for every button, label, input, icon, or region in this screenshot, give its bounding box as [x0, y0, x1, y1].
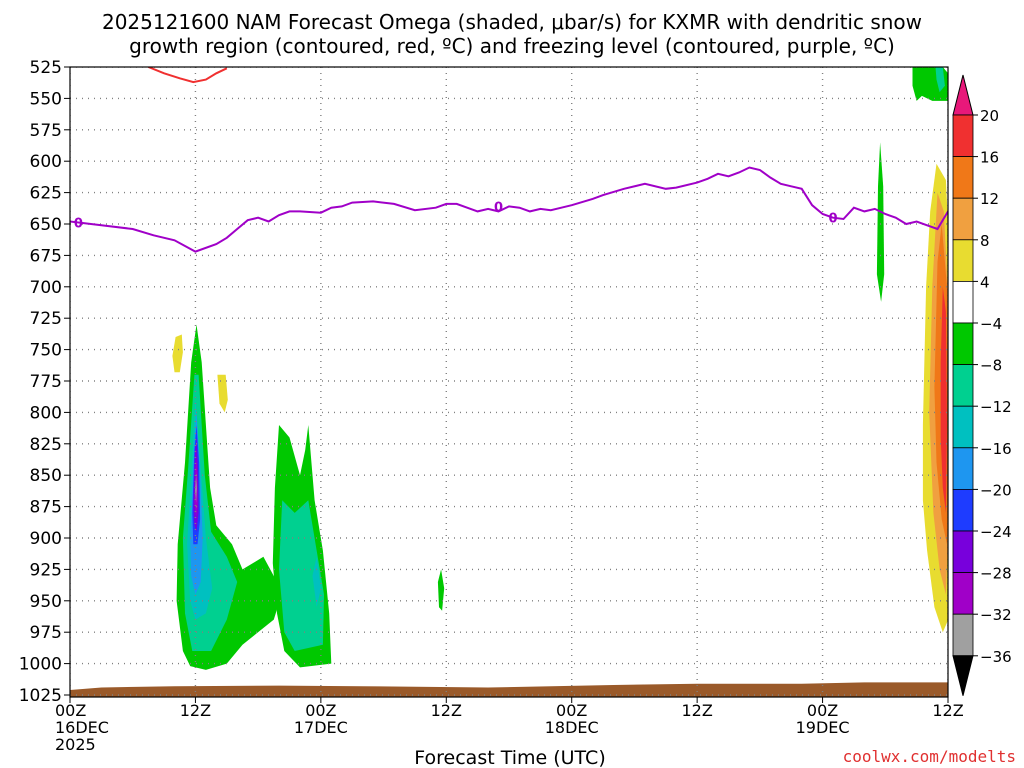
omega-region-green-sliver — [437, 569, 445, 611]
chart-title-line-1: 2025121600 NAM Forecast Omega (shaded, μ… — [101, 10, 923, 34]
colorbar-label: −24 — [980, 523, 1012, 541]
y-tick-label: 950 — [30, 592, 62, 612]
omega-region-gray-12z — [195, 475, 197, 503]
colorbar-label: 16 — [980, 149, 999, 167]
colorbar-bin — [952, 572, 974, 615]
y-tick-label: 775 — [30, 372, 62, 392]
x-tick-label: 00Z — [55, 701, 86, 720]
x-tick-label: 12Z — [681, 701, 712, 720]
x-tick-label: 2025 — [55, 735, 96, 754]
y-tick-label: 625 — [30, 184, 62, 204]
colorbar-label: 12 — [980, 190, 999, 208]
surface-terrain — [70, 682, 948, 697]
y-tick-label: 1000 — [19, 655, 62, 675]
colorbar-bin — [952, 114, 974, 157]
y-tick-label: 1025 — [19, 686, 62, 706]
omega-region-teal-00z — [279, 500, 324, 651]
colorbar-label: −32 — [980, 606, 1012, 624]
y-tick-label: 575 — [30, 121, 62, 141]
x-tick-label: 12Z — [431, 701, 462, 720]
omega-region-green-column — [876, 142, 885, 302]
colorbar-label: 8 — [980, 232, 990, 250]
colorbar-label: −8 — [980, 357, 1002, 375]
omega-region-yellow-small-2 — [217, 374, 228, 413]
colorbar-label: −12 — [980, 398, 1012, 416]
y-tick-label: 600 — [30, 152, 62, 172]
credit-text: coolwx.com/modelts — [842, 747, 1016, 766]
freezing-level-label: 0 — [829, 212, 838, 227]
colorbar-label: −20 — [980, 481, 1012, 499]
colorbar-label: 4 — [980, 273, 990, 291]
freezing-level-label: 0 — [74, 217, 83, 232]
colorbar-bin — [952, 364, 974, 407]
colorbar-label: −36 — [980, 648, 1012, 666]
y-tick-label: 550 — [30, 89, 62, 109]
y-tick-label: 650 — [30, 215, 62, 235]
colorbar-bin — [952, 239, 974, 282]
x-tick-label: 00Z — [556, 701, 587, 720]
x-tick-label: 16DEC — [55, 718, 109, 737]
y-tick-label: 900 — [30, 529, 62, 549]
y-tick-label: 725 — [30, 309, 62, 329]
colorbar-label: 20 — [980, 107, 999, 125]
freezing-level-label: 0 — [494, 200, 503, 215]
colorbar-top-triangle — [952, 74, 974, 116]
x-tick-label: 17DEC — [294, 718, 348, 737]
colorbar-bin — [952, 197, 974, 241]
x-tick-label: 18DEC — [545, 718, 599, 737]
colorbar-bottom-triangle — [952, 655, 974, 696]
y-tick-label: 700 — [30, 278, 62, 298]
x-tick-label: 00Z — [807, 701, 838, 720]
omega-region-yellow-small-1 — [172, 334, 183, 373]
colorbar-label: −4 — [980, 315, 1002, 333]
y-tick-label: 800 — [30, 403, 62, 423]
colorbar-label: −28 — [980, 565, 1012, 583]
colorbar-bin — [952, 488, 974, 532]
colorbar-label: −16 — [980, 440, 1012, 458]
omega-region-red-right — [940, 286, 947, 513]
y-tick-label: 850 — [30, 466, 62, 486]
colorbar-bin — [952, 613, 974, 657]
y-tick-label: 675 — [30, 246, 62, 266]
plot-frame — [69, 66, 949, 698]
x-tick-label: 19DEC — [796, 718, 850, 737]
colorbar-bin — [952, 447, 974, 490]
y-tick-label: 975 — [30, 623, 62, 643]
omega-region-cyan-00z — [312, 556, 321, 608]
x-tick-label: 12Z — [932, 701, 963, 720]
y-tick-label: 875 — [30, 498, 62, 518]
dendritic-zone-line — [148, 67, 228, 84]
y-tick-label: 825 — [30, 435, 62, 455]
x-tick-label: 12Z — [180, 701, 211, 720]
y-tick-label: 750 — [30, 341, 62, 361]
colorbar-bin — [952, 156, 974, 199]
plot-area: 0 0 0 — [70, 67, 948, 697]
colorbar-bin — [952, 322, 974, 365]
freezing-level-line — [70, 166, 948, 253]
colorbar-bin — [952, 280, 974, 324]
y-tick-label: 525 — [30, 58, 62, 78]
x-tick-label: 00Z — [305, 701, 336, 720]
y-tick-label: 925 — [30, 560, 62, 580]
colorbar-bin — [952, 530, 974, 573]
chart-title-line-2: growth region (contoured, red, ºC) and f… — [129, 34, 895, 58]
colorbar-bin — [952, 405, 974, 449]
x-axis-title: Forecast Time (UTC) — [414, 747, 605, 768]
omega-region-teal-top — [935, 67, 945, 93]
